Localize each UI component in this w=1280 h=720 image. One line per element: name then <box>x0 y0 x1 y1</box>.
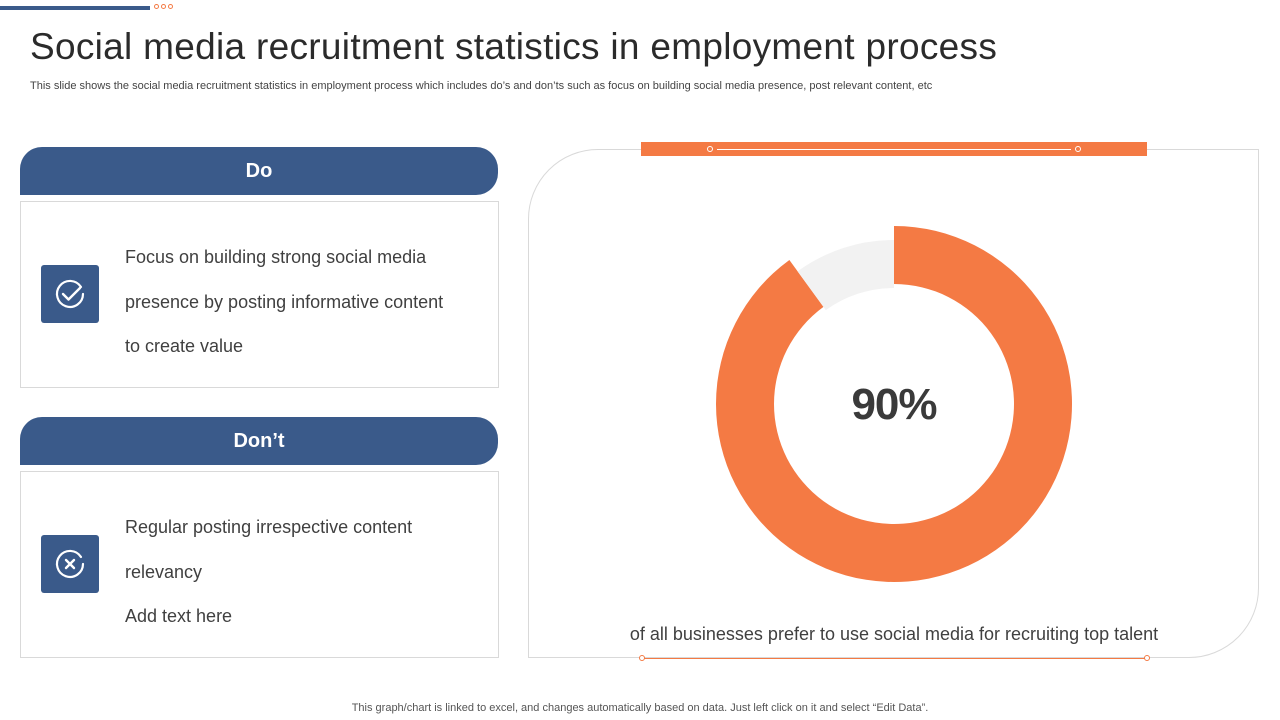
do-header: Do <box>20 147 498 195</box>
page-title: Social media recruitment statistics in e… <box>30 26 998 67</box>
dont-text: Regular posting irrespective content rel… <box>125 505 485 639</box>
caption-dot-left <box>639 655 645 661</box>
dont-header-label: Don’t <box>233 429 285 452</box>
do-header-label: Do <box>245 159 273 182</box>
page-subtitle: This slide shows the social media recrui… <box>30 80 933 92</box>
dont-header: Don’t <box>20 417 498 465</box>
do-text-line: to create value <box>125 336 244 356</box>
do-card: Focus on building strong social media pr… <box>20 201 499 388</box>
chart-caption: of all businesses prefer to use social m… <box>629 624 1159 644</box>
dont-text-line: Add text here <box>125 606 233 626</box>
chart-header-bar <box>641 142 1147 156</box>
top-accent-line <box>0 6 150 10</box>
check-circle-icon <box>41 265 99 323</box>
caption-dot-right <box>1144 655 1150 661</box>
caption-underline <box>642 658 1147 659</box>
dont-card: Regular posting irrespective content rel… <box>20 471 499 658</box>
dont-text-line: Regular posting irrespective content <box>125 517 413 537</box>
dont-text-line: relevancy <box>125 561 203 582</box>
x-circle-icon <box>41 535 99 593</box>
do-text-line: presence by posting informative content <box>125 291 444 312</box>
donut-slice-1[interactable] <box>797 240 894 311</box>
donut-center-label: 90% <box>851 380 937 429</box>
donut-slice-0[interactable] <box>715 226 1072 582</box>
footer-note: This graph/chart is linked to excel, and… <box>351 702 929 714</box>
donut-chart[interactable] <box>700 214 1090 594</box>
do-text-line: Focus on building strong social media <box>125 247 427 267</box>
top-accent-dots <box>154 4 173 9</box>
do-text: Focus on building strong social media pr… <box>125 235 485 369</box>
